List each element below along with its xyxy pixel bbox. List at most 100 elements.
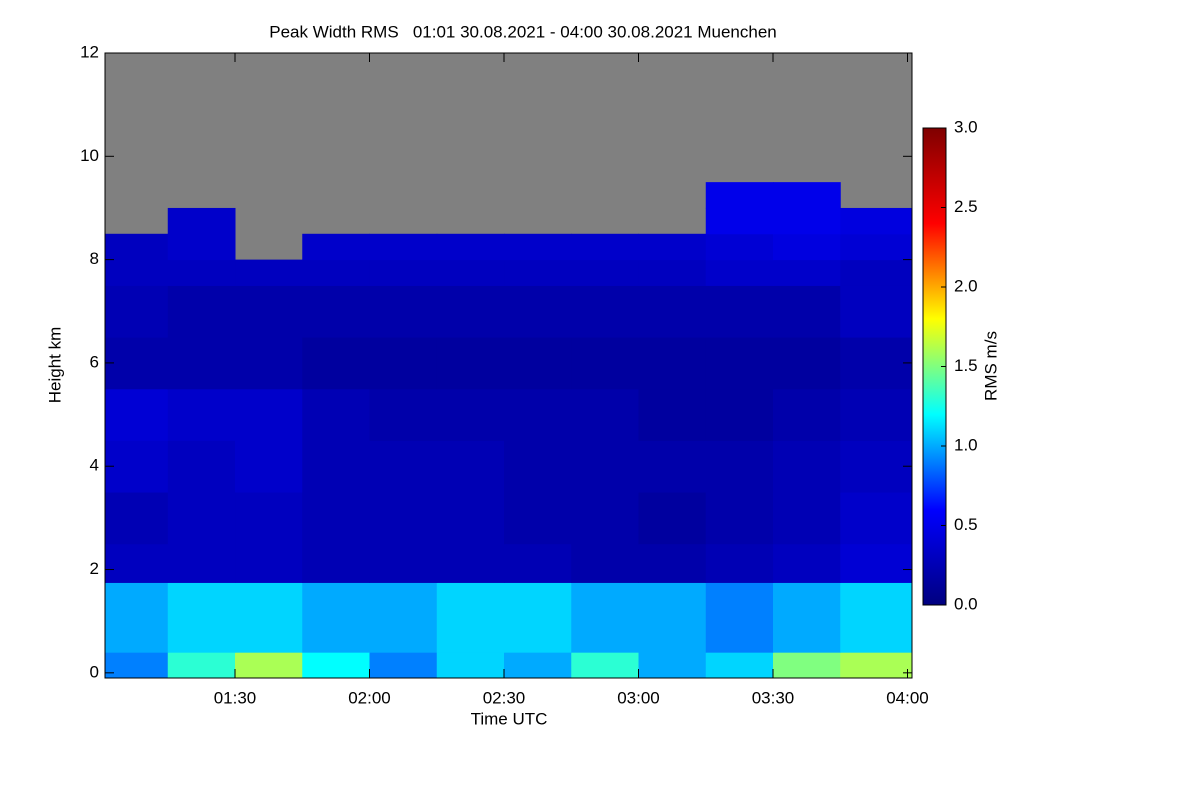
heatmap-cell [167,543,236,583]
heatmap-cell [167,259,236,286]
x-axis-label: Time UTC [471,709,548,728]
heatmap-cell [571,259,640,286]
heatmap-cell [369,543,438,583]
heatmap-cell [773,182,841,209]
heatmap-cell [369,388,438,441]
heatmap-cell [638,652,707,679]
heatmap-cell [773,543,841,583]
heatmap-cell [504,233,572,261]
heatmap-cell [638,285,707,338]
heatmap-cell [369,440,438,493]
heatmap-cell [105,337,169,390]
y-axis-label: Height km [45,327,64,404]
heatmap-cell [840,207,913,235]
heatmap-cell [638,543,707,583]
heatmap-cell [571,388,640,441]
heatmap-cell [840,337,913,390]
colorbar-tick-label: 1.5 [954,356,978,375]
heatmap-cell [302,285,371,338]
heatmap-cell [773,285,841,338]
colorbar-tick-label: 0.0 [954,594,978,613]
heatmap-cell [369,337,438,390]
heatmap-cell [436,233,505,261]
heatmap-cell [504,652,572,679]
heatmap-cell [436,440,505,493]
heatmap-cell [773,207,841,235]
heatmap-cell [504,285,572,338]
heatmap-cell [840,233,913,261]
heatmap-cell [235,652,303,679]
heatmap-cell [705,582,774,653]
y-tick-label: 0 [90,662,99,681]
heatmap-cell [105,582,169,653]
heatmap-cell [571,233,640,261]
heatmap-cell [571,543,640,583]
heatmap-cell [571,285,640,338]
heatmap-cell [105,652,169,679]
heatmap-cell [436,543,505,583]
x-tick-label: 02:00 [348,688,391,707]
y-tick-label: 6 [90,352,99,371]
heatmap-cell [773,233,841,261]
heatmap-cell [302,543,371,583]
colorbar-tick-label: 3.0 [954,117,978,136]
heatmap-cell [369,652,438,679]
heatmap-cell [105,259,169,286]
heatmap-cell [773,440,841,493]
heatmap-cell [436,337,505,390]
heatmap-cell [235,259,303,286]
heatmap-cell [638,259,707,286]
x-tick-label: 03:00 [617,688,660,707]
heatmap-cell [504,337,572,390]
heatmap-cell [167,492,236,545]
heatmap-cell [436,388,505,441]
y-tick-label: 4 [90,456,99,475]
heatmap-cell [504,388,572,441]
heatmap-cell [773,582,841,653]
heatmap-cell [302,582,371,653]
plot-frame [104,52,913,679]
heatmap-cell [705,207,774,235]
x-tick-label: 03:30 [752,688,795,707]
heatmap-cell [302,337,371,390]
heatmap-cell [235,440,303,493]
heatmap-cell [571,492,640,545]
heatmap-cell [773,652,841,679]
heatmap-cell [436,492,505,545]
heatmap-cell [235,582,303,653]
heatmap-cell [105,233,169,261]
heatmap-cell [504,543,572,583]
x-tick-label: 04:00 [886,688,929,707]
heatmap-cell [840,285,913,338]
heatmap-cell [638,388,707,441]
heatmap-cell [840,652,913,679]
x-tick-label: 02:30 [483,688,526,707]
heatmap-cell [167,233,236,261]
heatmap-cell [167,440,236,493]
heatmap-cell [167,652,236,679]
heatmap-cell [840,543,913,583]
x-tick-label: 01:30 [214,688,257,707]
heatmap-cell [571,440,640,493]
heatmap-cell [571,652,640,679]
heatmap-cell [235,492,303,545]
heatmap-cell [773,388,841,441]
heatmap-cell [235,543,303,583]
heatmap-cell [840,388,913,441]
heatmap-cell [773,337,841,390]
heatmap-cell [105,543,169,583]
heatmap-cell [167,582,236,653]
heatmap-cell [705,492,774,545]
heatmap-cell [571,337,640,390]
heatmap-cell [167,285,236,338]
heatmap-cell [105,388,169,441]
heatmap-cell [705,285,774,338]
heatmap-cell [773,259,841,286]
heatmap-cell [705,233,774,261]
colorbar-tick-label: 1.0 [954,435,978,454]
heatmap-cell [638,233,707,261]
colorbar-tick-label: 2.5 [954,197,978,216]
y-tick-label: 8 [90,249,99,268]
heatmap-cell [302,259,371,286]
